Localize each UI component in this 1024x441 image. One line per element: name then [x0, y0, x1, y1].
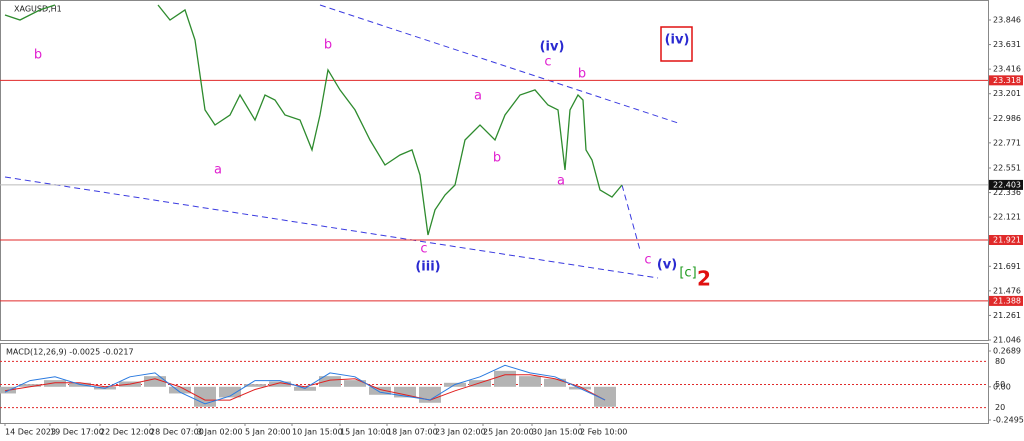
y2-tick-label: 20 [995, 403, 1005, 412]
price-line [4, 4, 623, 236]
macd-line [4, 374, 606, 401]
macd-title: MACD(12,26,9) -0.0025 -0.0217 [6, 348, 134, 357]
y-tick-label: 22.986 [993, 114, 1021, 123]
macd-bar [144, 376, 166, 387]
wave-label: [c] [679, 266, 696, 281]
y-tick-label: 22.551 [993, 164, 1021, 173]
x-tick-label: 10 Jan 15:00 [292, 428, 343, 437]
current-price-label: 22.403 [993, 180, 1021, 189]
macd-bar [394, 386, 416, 398]
macd-bar [544, 378, 566, 387]
macd-bar [44, 380, 66, 387]
y-tick-label: 22.121 [993, 213, 1021, 222]
wave-label: b [578, 67, 586, 82]
macd-bar [369, 386, 391, 395]
wave-label: c [644, 253, 651, 268]
macd-bar [494, 370, 516, 387]
symbol-title: XAGUSD,H1 [14, 5, 62, 14]
y-tick-label: 0.00 [993, 382, 1011, 391]
x-tick-label: 14 Dec 2023 [5, 428, 56, 437]
wave-label: c [544, 55, 551, 70]
x-tick-label: 25 Jan 20:00 [483, 428, 534, 437]
x-tick-label: 30 Jan 15:00 [532, 428, 583, 437]
wave-label: b [493, 151, 501, 166]
y-tick-label: 21.691 [993, 262, 1021, 271]
y-tick-label: 23.846 [993, 16, 1021, 25]
macd-bar [594, 386, 616, 407]
level-tag [989, 235, 1023, 245]
level-label: 23.318 [993, 76, 1021, 85]
y-tick-label: 22.336 [993, 188, 1021, 197]
y2-tick-label: 50 [995, 380, 1005, 389]
macd-bar [169, 386, 191, 394]
trendline [4, 176, 659, 279]
wave-label: (v) [657, 258, 677, 273]
x-tick-label: 5 Jan 20:00 [245, 428, 291, 437]
x-tick-label: 22 Dec 12:00 [100, 428, 154, 437]
y-tick-label: 21.046 [993, 336, 1021, 345]
projection [621, 184, 641, 251]
price-panel [0, 0, 989, 341]
macd-bar [469, 380, 491, 387]
x-tick-label: 3 Jan 02:00 [197, 428, 243, 437]
wave-label: a [557, 174, 565, 189]
y-tick-label: 22.771 [993, 138, 1021, 147]
wave-label: a [214, 163, 222, 178]
wave-label: (iv) [665, 33, 690, 48]
y-tick-label: 23.416 [993, 65, 1021, 74]
level-tag [989, 295, 1023, 306]
macd-bar [19, 384, 41, 387]
macd-bar [519, 376, 541, 387]
wave-label: (iii) [415, 260, 440, 275]
macd-bar [244, 384, 266, 387]
x-tick-label: 23 Jan 02:00 [435, 428, 486, 437]
wave-label: c [420, 242, 427, 257]
x-tick-label: 18 Jan 07:00 [387, 428, 438, 437]
wave-label: (iv) [540, 40, 565, 55]
level-label: 21.921 [993, 236, 1021, 245]
y-tick-label: 23.631 [993, 40, 1021, 49]
macd-line [4, 364, 606, 405]
y-tick-label: 21.261 [993, 311, 1021, 320]
wave-label: b [324, 38, 332, 53]
x-tick-label: 15 Jan 10:00 [340, 428, 391, 437]
x-tick-label: 2 Feb 10:00 [580, 428, 627, 437]
trendline [319, 4, 679, 124]
macd-bar [269, 381, 291, 387]
y-tick-label: 23.201 [993, 89, 1021, 98]
label-box [660, 26, 693, 62]
macd-bar [219, 386, 241, 398]
macd-panel [0, 343, 989, 424]
macd-bar [319, 376, 341, 387]
wave-label: b [34, 48, 42, 63]
y-tick-label: -0.2495 [993, 416, 1024, 425]
macd-bar [344, 380, 366, 387]
level-tag [989, 75, 1023, 86]
current-price-tag [989, 179, 1023, 190]
level-label: 21.388 [993, 296, 1021, 305]
wave-label: 2 [697, 267, 711, 291]
wave-label: a [474, 89, 482, 104]
y-tick-label: 0.2689 [993, 347, 1021, 356]
x-tick-label: 28 Dec 07:00 [150, 428, 204, 437]
x-tick-label: 19 Dec 17:00 [50, 428, 104, 437]
y2-tick-label: 80 [995, 357, 1005, 366]
y-tick-label: 21.476 [993, 286, 1021, 295]
